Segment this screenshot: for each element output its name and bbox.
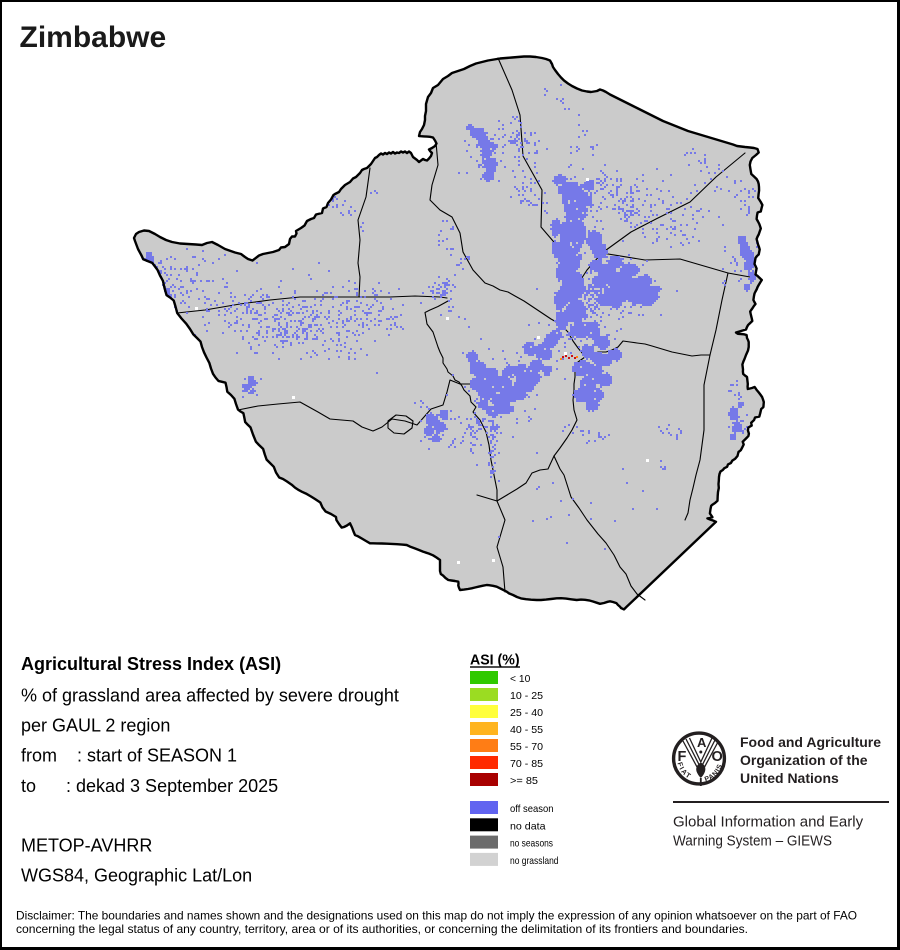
svg-text:Food and Agriculture: Food and Agriculture [740, 734, 881, 750]
svg-text:no data: no data [510, 821, 546, 832]
svg-text:Organization of the: Organization of the [740, 752, 868, 768]
svg-text:< 10: < 10 [510, 674, 531, 685]
svg-text:ASI (%): ASI (%) [470, 653, 520, 669]
svg-text:no seasons: no seasons [510, 839, 553, 850]
svg-text:10 - 25: 10 - 25 [510, 691, 543, 702]
svg-text:% of grassland area affected b: % of grassland area affected by severe d… [21, 686, 399, 706]
svg-text:40 - 55: 40 - 55 [510, 725, 543, 736]
svg-text:25 - 40: 25 - 40 [510, 708, 543, 719]
svg-text:Disclaimer: The boundaries and: Disclaimer: The boundaries and names sho… [16, 909, 857, 923]
svg-text:F: F [678, 749, 687, 765]
svg-text:: dekad 3 September 2025: : dekad 3 September 2025 [66, 776, 278, 796]
svg-text:concerning the legal status of: concerning the legal status of any count… [16, 922, 748, 936]
svg-text:from: from [21, 746, 57, 766]
svg-text:Zimbabwe: Zimbabwe [20, 21, 167, 54]
svg-text:United Nations: United Nations [740, 770, 839, 786]
svg-text:70 - 85: 70 - 85 [510, 759, 543, 770]
svg-text:: start of SEASON 1: : start of SEASON 1 [77, 746, 237, 766]
svg-text:WGS84, Geographic Lat/Lon: WGS84, Geographic Lat/Lon [21, 866, 252, 886]
svg-text:METOP-AVHRR: METOP-AVHRR [21, 836, 152, 856]
svg-text:Global Information and Early: Global Information and Early [673, 814, 864, 831]
svg-text:Agricultural Stress Index (ASI: Agricultural Stress Index (ASI) [21, 654, 281, 674]
svg-text:55 - 70: 55 - 70 [510, 742, 543, 753]
svg-text:A: A [697, 735, 707, 750]
svg-text:>= 85: >= 85 [510, 776, 538, 787]
svg-text:Warning System – GIEWS: Warning System – GIEWS [673, 833, 832, 849]
svg-text:no grassland: no grassland [510, 856, 559, 867]
svg-text:per GAUL 2 region: per GAUL 2 region [21, 716, 170, 736]
svg-text:to: to [21, 776, 36, 796]
svg-text:off season: off season [510, 804, 554, 815]
svg-text:O: O [712, 749, 723, 765]
